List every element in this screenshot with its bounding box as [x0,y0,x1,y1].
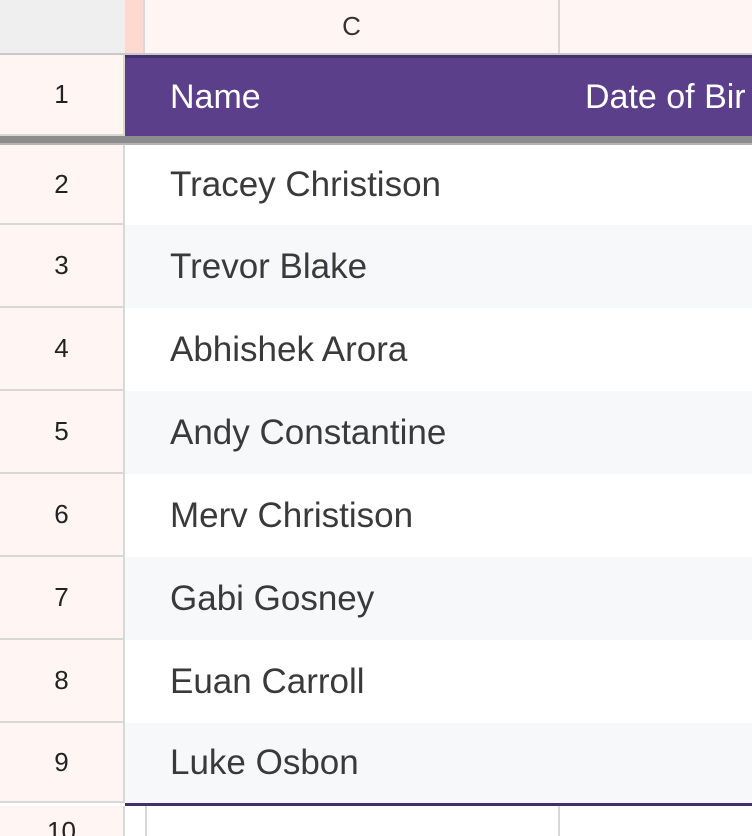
column-header-bar: C [0,0,752,55]
row-number-label: 3 [54,250,69,280]
select-all-corner[interactable] [0,0,125,53]
row-header[interactable]: 7 [0,557,125,640]
row-number-label: 2 [54,168,69,199]
cell-name[interactable]: Gabi Gosney [170,578,375,618]
row-number-label: 10 [47,816,76,836]
cell-name[interactable]: Abhishek Arora [170,329,408,369]
row-number-label: 8 [54,665,69,695]
header-cell-name[interactable]: Name [170,77,261,116]
table-row[interactable]: Euan Carroll [125,640,752,723]
column-header-c[interactable]: C [145,0,560,53]
table-bottom-border [125,803,752,806]
cell-name[interactable]: Luke Osbon [170,743,359,782]
row-header[interactable]: 3 [0,225,125,308]
table-row[interactable]: Trevor Blake [125,225,752,308]
column-header-d[interactable] [560,0,752,53]
row-number-label: 6 [54,499,69,529]
row-header[interactable]: 5 [0,391,125,474]
row-number-label: 5 [54,416,69,446]
row-header[interactable]: 4 [0,308,125,391]
row-number-label: 1 [54,79,69,109]
table-row[interactable]: Merv Christison [125,474,752,557]
cell-name[interactable]: Merv Christison [170,495,414,535]
row-number-label: 9 [54,746,69,777]
cell-row-10-c[interactable] [145,806,560,836]
cell-row-10-b[interactable] [125,806,145,836]
frozen-row-divider[interactable] [0,136,752,145]
row-header-10[interactable]: 10 [0,806,125,836]
row-header[interactable]: 2 [0,145,125,225]
table-row[interactable]: Gabi Gosney [125,557,752,640]
table-header-row[interactable]: Name Date of Bir [125,55,752,136]
table-row[interactable]: Abhishek Arora [125,308,752,391]
row-header-1[interactable]: 1 [0,55,125,136]
row-header[interactable]: 6 [0,474,125,557]
cell-name[interactable]: Euan Carroll [170,661,365,701]
table-row[interactable]: Luke Osbon [125,723,752,803]
cell-name[interactable]: Andy Constantine [170,412,447,452]
row-header[interactable]: 8 [0,640,125,723]
header-cell-date-of-birth[interactable]: Date of Bir [585,77,746,116]
frozen-column-marker[interactable] [125,0,145,53]
row-number-label: 4 [54,333,69,363]
column-header-c-label: C [342,11,361,41]
row-header[interactable]: 9 [0,723,125,803]
table-row[interactable]: Tracey Christison [125,145,752,225]
cell-name[interactable]: Tracey Christison [170,165,441,204]
cell-name[interactable]: Trevor Blake [170,246,368,286]
table-row[interactable]: Andy Constantine [125,391,752,474]
row-number-label: 7 [54,582,69,612]
